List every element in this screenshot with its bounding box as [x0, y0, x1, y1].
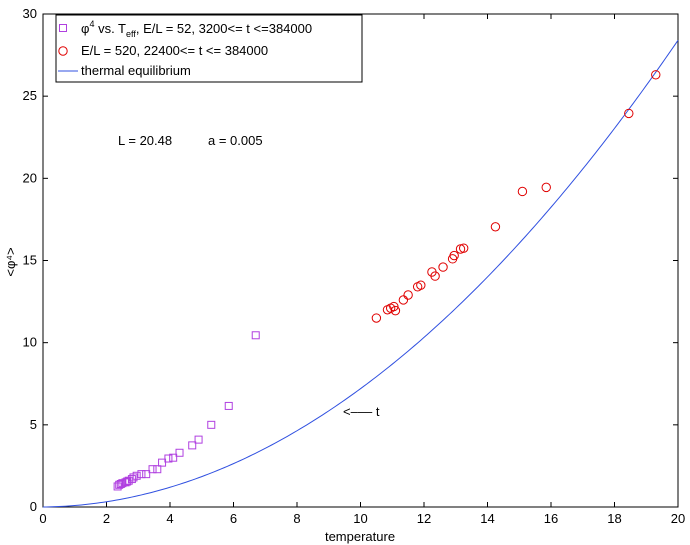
- y-tick-label: 10: [23, 335, 37, 350]
- data-point-circle: [517, 186, 528, 197]
- y-tick-label: 30: [23, 6, 37, 21]
- x-tick-label: 2: [103, 511, 110, 526]
- data-point-square: [142, 470, 151, 479]
- legend-label-series-3: thermal equilibrium: [81, 63, 191, 78]
- y-tick-label: 0: [30, 499, 37, 514]
- x-tick-label: 12: [417, 511, 431, 526]
- legend-box: [55, 14, 363, 83]
- x-tick-label: 0: [39, 511, 46, 526]
- data-point-square: [251, 331, 260, 340]
- data-points: [113, 70, 661, 491]
- data-point-square: [153, 465, 162, 474]
- x-axis-label: temperature: [325, 529, 395, 544]
- data-point-square: [116, 479, 125, 488]
- data-point-square: [123, 477, 132, 486]
- x-tick-label: 10: [353, 511, 367, 526]
- x-tick-label: 14: [480, 511, 494, 526]
- legend-label-series-2: E/L = 520, 22400<= t <= 384000: [81, 43, 268, 58]
- data-point-circle: [389, 301, 399, 312]
- data-point-circle: [458, 243, 469, 253]
- plot-frame: [42, 13, 679, 508]
- x-tick-label: 6: [230, 511, 237, 526]
- data-point-square: [194, 435, 203, 444]
- data-point-circle: [390, 305, 401, 316]
- axis-ticks: 0 2 4 6 8 10 12 14 16 18 20 0 5 10 15 20 25 30: [23, 6, 686, 526]
- y-tick-label: 25: [23, 88, 37, 103]
- data-point-square: [175, 448, 184, 457]
- data-point-square: [169, 453, 178, 462]
- legend-label-series-1: φ4 vs. Teff, E/L = 52, 3200<= t <=384000: [81, 19, 312, 39]
- data-point-circle: [416, 280, 426, 290]
- data-point-square: [148, 465, 157, 474]
- data-point-circle: [490, 222, 501, 232]
- data-point-circle: [449, 250, 459, 261]
- data-point-square: [164, 454, 173, 463]
- x-tick-label: 8: [293, 511, 300, 526]
- data-point-circle: [541, 182, 551, 193]
- x-tick-label: 20: [671, 511, 685, 526]
- y-tick-label: 5: [30, 417, 37, 432]
- data-point-square: [137, 470, 146, 479]
- data-point-circle: [651, 70, 661, 80]
- data-point-circle: [403, 290, 413, 300]
- data-point-square: [158, 458, 167, 467]
- x-tick-label: 18: [607, 511, 621, 526]
- annotation-spacing: a = 0.005: [208, 133, 263, 148]
- annotation-length: L = 20.48: [118, 133, 172, 148]
- data-point-circle: [430, 271, 440, 281]
- thermal-equilibrium-curve-layer: [42, 40, 679, 508]
- legend-marker-square: [59, 24, 67, 32]
- data-point-circle: [371, 313, 382, 323]
- legend-marker-circle: [58, 46, 68, 56]
- data-point-circle: [624, 108, 634, 119]
- data-point-circle: [398, 295, 409, 305]
- x-tick-label: 4: [166, 511, 173, 526]
- x-tick-label: 16: [544, 511, 558, 526]
- thermal-equilibrium-curve: [42, 40, 679, 508]
- data-point-square: [188, 441, 197, 450]
- y-axis-label: <φ⁴>: [3, 247, 18, 276]
- data-point-square: [132, 471, 141, 480]
- y-tick-label: 20: [23, 170, 37, 185]
- y-tick-label: 15: [23, 253, 37, 268]
- legend: φ4 vs. Teff, E/L = 52, 3200<= t <=384000…: [55, 14, 363, 83]
- data-point-square: [224, 401, 233, 410]
- data-point-circle: [438, 262, 448, 272]
- data-point-square: [207, 420, 216, 429]
- annotation-time-arrow: <––– t: [343, 404, 380, 419]
